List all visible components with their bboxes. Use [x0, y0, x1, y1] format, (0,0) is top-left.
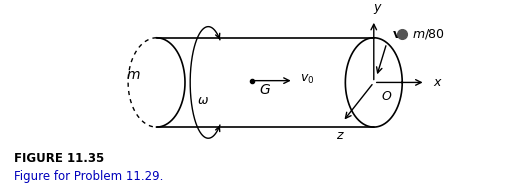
Text: $m$: $m$	[126, 68, 140, 82]
Text: $z$: $z$	[336, 129, 345, 142]
Text: $O$: $O$	[381, 90, 393, 103]
Text: $\omega$: $\omega$	[197, 94, 209, 107]
Text: FIGURE 11.35: FIGURE 11.35	[15, 152, 105, 165]
Text: Figure for Problem 11.29.: Figure for Problem 11.29.	[15, 170, 164, 183]
Text: $x$: $x$	[433, 76, 443, 89]
Text: $v_0$: $v_0$	[300, 73, 314, 86]
Text: $y$: $y$	[373, 2, 383, 16]
Text: $m/80$: $m/80$	[411, 27, 445, 41]
Text: $\mathbf{v}$: $\mathbf{v}$	[392, 28, 402, 41]
Text: $G$: $G$	[259, 83, 271, 97]
